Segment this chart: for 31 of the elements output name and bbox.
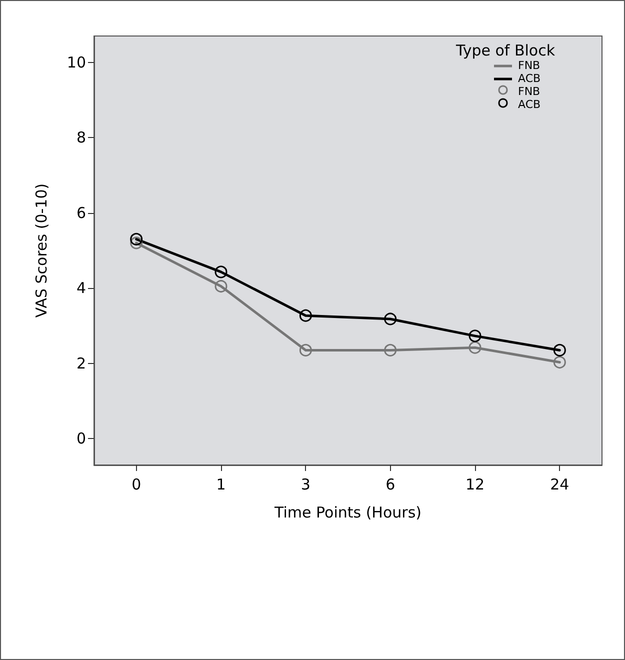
point [468, 330, 482, 342]
point [299, 344, 312, 356]
point [214, 266, 228, 278]
point [130, 232, 143, 246]
y-tick-label: 8 [76, 128, 86, 147]
x-axis-title: Time Points (Hours) [274, 504, 422, 522]
x-tick-label: 24 [550, 476, 570, 494]
y-tick-label: 6 [76, 204, 86, 222]
x-tick-label: 6 [386, 476, 396, 494]
point [299, 309, 312, 322]
point [214, 280, 228, 292]
text: ACB [518, 72, 541, 85]
y-tick-label: 2 [76, 354, 86, 372]
x-tick-label: 12 [465, 476, 485, 494]
point [553, 356, 566, 369]
y-tick-label: 4 [76, 279, 86, 298]
point [130, 236, 143, 250]
y-tick-label: 10 [66, 53, 86, 72]
x-tick-label: 0 [132, 476, 142, 494]
x-tick-label: 1 [216, 476, 226, 494]
point [553, 344, 566, 356]
legend-title: Type of Block [455, 42, 556, 60]
legend-label: FNB [518, 85, 540, 98]
point [468, 341, 482, 354]
legend-label: ACB [518, 98, 541, 111]
x-tick-label: 3 [300, 476, 310, 494]
y-axis-title: VAS Scores (0-10) [32, 183, 50, 318]
text: FNB [518, 59, 540, 72]
y-tick-label: 0 [76, 430, 86, 448]
point [384, 344, 397, 356]
point [384, 312, 397, 326]
